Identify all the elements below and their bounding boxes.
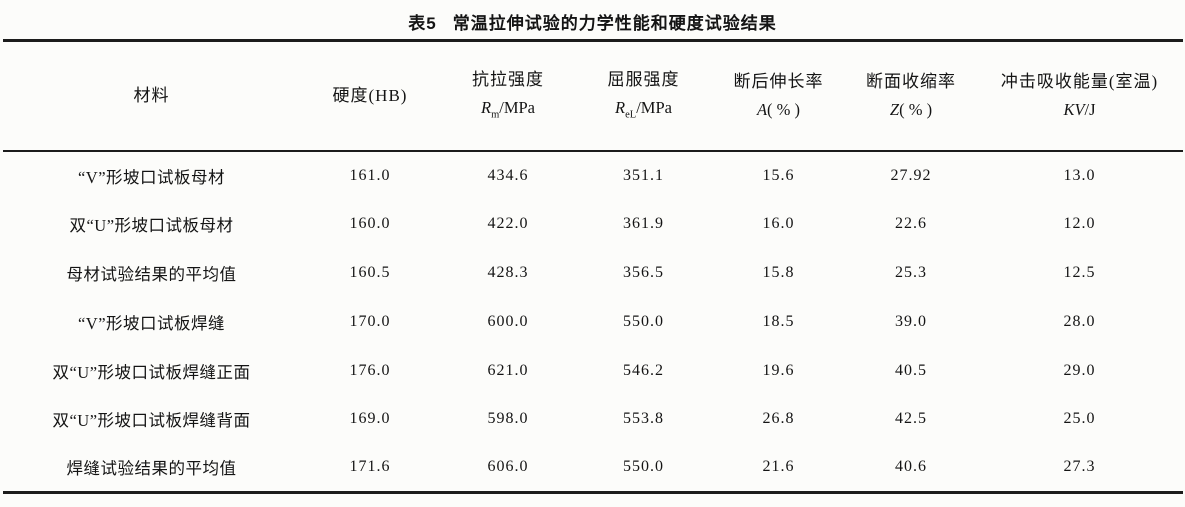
header-symbol-line: Z( % ) (846, 99, 976, 119)
cell-hardness: 161.0 (349, 166, 391, 184)
cell-impact: 29.0 (1063, 361, 1096, 379)
cell-yield: 356.5 (623, 263, 664, 281)
table-row: 双“U”形坡口试板焊缝正面 176.0 621.0 546.2 19.6 40.… (3, 346, 1183, 395)
header-symbol-sub: m (491, 109, 500, 121)
header-symbol-line: KV/J (976, 99, 1183, 119)
header-label: 材料 (133, 85, 170, 105)
header-symbol-unit: ( % ) (899, 99, 933, 119)
cell-impact: 27.3 (1063, 458, 1096, 476)
table-header: 材料 硬度(HB) 抗拉强度 Rm/MPa 屈服强度 ReL/MPa 断后伸长率… (3, 40, 1183, 152)
cell-elongation: 21.6 (762, 458, 795, 476)
cell-impact: 25.0 (1063, 410, 1096, 428)
cell-material: “V”形坡口试板母材 (77, 167, 226, 187)
cell-material: 双“U”形坡口试板焊缝背面 (52, 411, 251, 431)
header-label: 冲击吸收能量(室温) (1000, 72, 1159, 92)
table-body: “V”形坡口试板母材 161.0 434.6 351.1 15.6 27.92 … (3, 151, 1183, 493)
cell-tensile: 598.0 (487, 410, 529, 428)
header-symbol: R (480, 97, 492, 117)
cell-yield: 553.8 (623, 410, 664, 428)
header-symbol-unit: /J (1084, 99, 1096, 119)
cell-material: 双“U”形坡口试板焊缝正面 (52, 362, 251, 382)
table-caption: 表5 常温拉伸试验的力学性能和硬度试验结果 (0, 0, 1185, 39)
col-header-material: 材料 (3, 40, 300, 152)
table-caption-text: 常温拉伸试验的力学性能和硬度试验结果 (452, 14, 777, 33)
header-symbol-unit: /MPa (499, 97, 536, 117)
cell-reduction: 42.5 (895, 410, 927, 428)
cell-elongation: 19.6 (762, 361, 795, 379)
table-row: “V”形坡口试板焊缝 170.0 600.0 550.0 18.5 39.0 2… (3, 297, 1183, 346)
col-header-yield-strength: 屈服强度 ReL/MPa (576, 40, 711, 152)
col-header-impact-energy: 冲击吸收能量(室温) KV/J (976, 40, 1183, 152)
cell-hardness: 171.6 (349, 458, 391, 476)
cell-elongation: 15.8 (762, 263, 795, 281)
header-symbol: Z (889, 99, 900, 119)
cell-reduction: 40.5 (895, 361, 927, 379)
cell-yield: 351.1 (623, 166, 664, 184)
cell-tensile: 434.6 (487, 166, 529, 184)
cell-tensile: 428.3 (487, 263, 529, 281)
cell-yield: 550.0 (623, 312, 664, 330)
header-label: 硬度(HB) (332, 85, 408, 105)
cell-elongation: 18.5 (762, 312, 795, 330)
cell-impact: 12.5 (1063, 263, 1096, 281)
cell-hardness: 160.5 (349, 263, 391, 281)
header-symbol-line: A( % ) (711, 99, 846, 119)
cell-elongation: 15.6 (762, 166, 795, 184)
cell-yield: 550.0 (623, 458, 664, 476)
cell-material: “V”形坡口试板焊缝 (77, 313, 226, 333)
cell-impact: 13.0 (1063, 166, 1096, 184)
header-symbol-unit: /MPa (636, 97, 672, 117)
header-label: 断面收缩率 (866, 72, 956, 92)
cell-hardness: 170.0 (349, 312, 391, 330)
cell-tensile: 600.0 (487, 312, 529, 330)
header-symbol-unit: ( % ) (767, 99, 801, 119)
cell-reduction: 25.3 (895, 263, 927, 281)
cell-tensile: 621.0 (487, 361, 529, 379)
table-row: 母材试验结果的平均值 160.5 428.3 356.5 15.8 25.3 1… (3, 249, 1183, 298)
table-row: “V”形坡口试板母材 161.0 434.6 351.1 15.6 27.92 … (3, 151, 1183, 200)
header-label: 抗拉强度 (472, 70, 544, 90)
col-header-reduction-of-area: 断面收缩率 Z( % ) (846, 40, 976, 152)
cell-reduction: 22.6 (895, 215, 927, 233)
header-symbol-line: Rm/MPa (440, 97, 576, 121)
col-header-tensile-strength: 抗拉强度 Rm/MPa (440, 40, 576, 152)
header-label: 屈服强度 (607, 70, 680, 90)
header-row: 材料 硬度(HB) 抗拉强度 Rm/MPa 屈服强度 ReL/MPa 断后伸长率… (3, 40, 1183, 152)
cell-material: 双“U”形坡口试板母材 (69, 216, 234, 236)
cell-reduction: 39.0 (895, 312, 927, 330)
cell-hardness: 169.0 (349, 410, 391, 428)
header-symbol: R (615, 97, 626, 117)
cell-reduction: 40.6 (895, 458, 927, 476)
cell-yield: 546.2 (623, 361, 664, 379)
header-symbol: A (756, 99, 768, 119)
header-symbol: KV (1063, 99, 1085, 119)
col-header-hardness: 硬度(HB) (300, 40, 440, 152)
cell-elongation: 16.0 (762, 215, 795, 233)
table-row: 焊缝试验结果的平均值 171.6 606.0 550.0 21.6 40.6 2… (3, 444, 1183, 493)
cell-tensile: 422.0 (487, 215, 529, 233)
cell-hardness: 176.0 (349, 361, 391, 379)
cell-hardness: 160.0 (349, 215, 391, 233)
results-table: 材料 硬度(HB) 抗拉强度 Rm/MPa 屈服强度 ReL/MPa 断后伸长率… (3, 39, 1183, 495)
table-row: 双“U”形坡口试板母材 160.0 422.0 361.9 16.0 22.6 … (3, 200, 1183, 249)
cell-material: 母材试验结果的平均值 (66, 264, 237, 284)
table-row: 双“U”形坡口试板焊缝背面 169.0 598.0 553.8 26.8 42.… (3, 395, 1183, 444)
cell-impact: 28.0 (1063, 312, 1096, 330)
header-label: 断后伸长率 (733, 72, 824, 92)
table-number: 表5 (408, 14, 437, 33)
header-symbol-sub: eL (625, 109, 637, 121)
header-symbol-line: ReL/MPa (576, 97, 711, 121)
cell-tensile: 606.0 (487, 458, 529, 476)
col-header-elongation: 断后伸长率 A( % ) (711, 40, 846, 152)
cell-yield: 361.9 (623, 215, 664, 233)
cell-reduction: 27.92 (890, 166, 932, 184)
cell-impact: 12.0 (1063, 215, 1096, 233)
cell-elongation: 26.8 (762, 410, 795, 428)
cell-material: 焊缝试验结果的平均值 (66, 459, 237, 479)
